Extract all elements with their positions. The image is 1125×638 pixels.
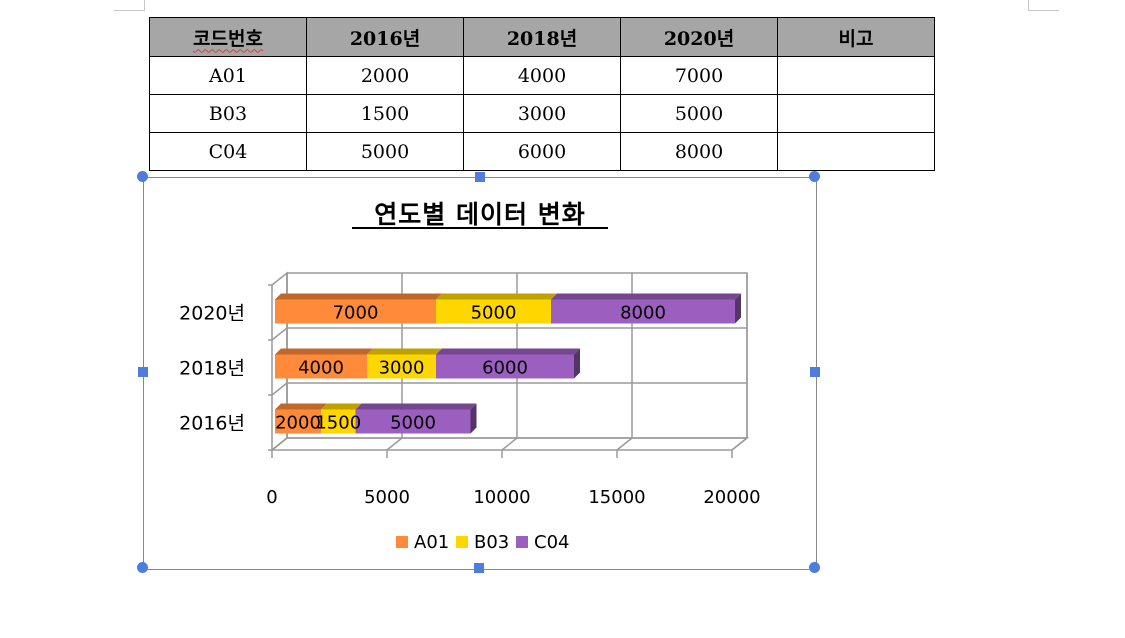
x-tick-label: 15000 <box>588 487 645 508</box>
legend-label: A01 <box>414 532 449 553</box>
bar-segment <box>275 299 436 324</box>
resize-handle-right[interactable] <box>810 367 820 377</box>
table-cell: 1500 <box>306 94 464 133</box>
resize-handle-top-left[interactable] <box>137 171 148 182</box>
header-2016: 2016년 <box>306 17 464 57</box>
table-cell: B03 <box>149 94 307 133</box>
data-table: 코드번호 2016년 2018년 2020년 비고 A01 2000 4000 … <box>149 17 935 171</box>
resize-handle-bottom-right[interactable] <box>809 562 820 573</box>
bar-segment <box>436 354 574 379</box>
table-cell <box>777 94 935 133</box>
gridline-floor <box>731 437 748 451</box>
page-corner-mark-left <box>114 0 145 11</box>
table-cell: 2000 <box>306 56 464 95</box>
data-label: 7000 <box>333 303 379 324</box>
bar-segment-top <box>367 348 442 355</box>
bar-segment-top <box>436 293 557 300</box>
data-label: 8000 <box>620 303 666 324</box>
bar-segment-top <box>436 348 580 355</box>
x-tick-label: 5000 <box>364 487 410 508</box>
bar-segment <box>367 354 436 379</box>
bar-segment-top <box>275 348 373 355</box>
bar-segment-top <box>321 403 362 410</box>
gridline-floor <box>616 437 633 451</box>
bar-segment-top <box>355 403 477 410</box>
table-row: B03 1500 3000 5000 <box>149 94 935 133</box>
resize-handle-bottom-left[interactable] <box>137 562 148 573</box>
header-note: 비고 <box>777 17 935 57</box>
legend-swatch <box>456 536 468 548</box>
table-cell: 7000 <box>620 56 778 95</box>
y-category-label: 2016년 <box>179 413 245 435</box>
bar-end-cap <box>470 403 477 434</box>
x-tick-label: 20000 <box>703 487 760 508</box>
bar-segment-top <box>275 293 442 300</box>
table-cell: A01 <box>149 56 307 95</box>
bar-end-cap <box>735 293 741 324</box>
y-category-label: 2020년 <box>179 303 245 325</box>
gridline-side <box>271 327 288 341</box>
legend-swatch <box>396 536 408 548</box>
bar-segment-top <box>275 403 327 410</box>
legend-label: C04 <box>534 532 569 553</box>
gridline-floor <box>271 437 288 451</box>
x-tick-label: 0 <box>266 487 277 508</box>
x-tick-label: 10000 <box>473 487 530 508</box>
table-cell: 3000 <box>463 94 621 133</box>
data-label: 6000 <box>482 358 528 379</box>
table-cell: 5000 <box>306 132 464 171</box>
bar-segment <box>275 354 367 379</box>
gridline-floor <box>386 437 403 451</box>
bar-segment-top <box>551 293 741 300</box>
resize-handle-top[interactable] <box>475 172 485 182</box>
gridline-floor <box>501 437 518 451</box>
data-label: 1500 <box>315 413 361 434</box>
legend-label: B03 <box>474 532 509 553</box>
bar-segment <box>551 299 735 324</box>
bar-end-cap <box>574 348 580 379</box>
table-cell: 6000 <box>463 132 621 171</box>
table-row: C04 5000 6000 8000 <box>149 132 935 171</box>
legend-swatch <box>516 536 528 548</box>
table-cell: 8000 <box>620 132 778 171</box>
table-cell <box>777 56 935 95</box>
table-cell: C04 <box>149 132 307 171</box>
chart-title: 연도별 데이터 변화 <box>374 200 585 229</box>
bar-segment <box>275 409 321 434</box>
data-label: 2000 <box>275 413 321 434</box>
resize-handle-left[interactable] <box>138 367 148 377</box>
table-cell <box>777 132 935 171</box>
data-label: 4000 <box>298 358 344 379</box>
gridline-side <box>271 382 288 396</box>
table-header-row: 코드번호 2016년 2018년 2020년 비고 <box>149 17 935 57</box>
data-label: 3000 <box>379 358 425 379</box>
page-corner-mark-right <box>1028 0 1059 11</box>
data-label: 5000 <box>471 303 517 324</box>
header-2020: 2020년 <box>620 17 778 57</box>
bar-segment <box>321 409 356 434</box>
table-cell: 5000 <box>620 94 778 133</box>
bar-segment <box>355 409 471 434</box>
bar-segment <box>436 299 551 324</box>
resize-handle-top-right[interactable] <box>809 171 820 182</box>
resize-handle-bottom[interactable] <box>474 563 484 573</box>
y-category-label: 2018년 <box>179 358 245 380</box>
data-label: 5000 <box>390 413 436 434</box>
table-row: A01 2000 4000 7000 <box>149 56 935 95</box>
